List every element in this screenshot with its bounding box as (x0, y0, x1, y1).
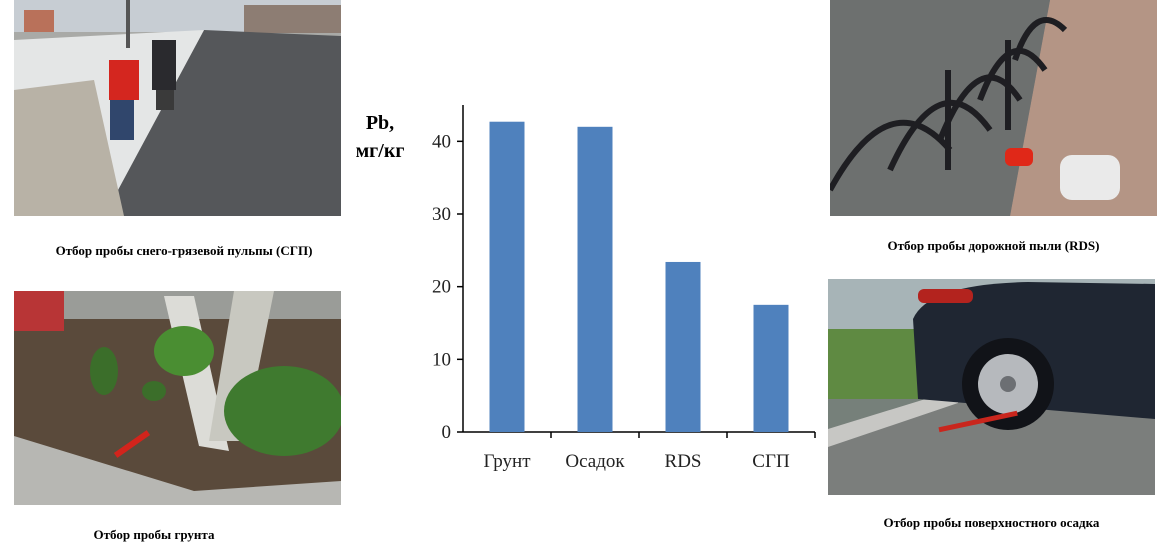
y-tick-label: 30 (432, 204, 451, 225)
y-tick-label: 20 (432, 277, 451, 298)
caption-soil: Отбор пробы грунта (93, 527, 215, 542)
caption-slush: Отбор пробы снего-грязевой пульпы (СГП) (55, 243, 313, 258)
x-tick-label: СГП (752, 451, 790, 472)
caption-sediment: Отбор пробы поверхностного осадка (883, 515, 1100, 530)
photo-tree-soil-bed (14, 291, 341, 505)
photo-fence-road-dust (830, 0, 1157, 216)
caption-road-dust: Отбор пробы дорожной пыли (RDS) (887, 238, 1100, 253)
photo-car-curb-sediment (828, 279, 1155, 495)
bar-3 (753, 304, 789, 432)
y-tick-label: 0 (442, 422, 452, 443)
x-tick-label: Грунт (483, 451, 531, 472)
x-tick-label: Осадок (565, 451, 625, 472)
bar-2 (665, 261, 701, 432)
y-axis-label-line1: Pb, (366, 112, 394, 134)
photo-snow-street-sampling (14, 0, 341, 216)
bar-1 (577, 126, 613, 433)
y-tick-label: 10 (432, 349, 451, 370)
y-axis-label-line2: мг/кг (356, 140, 405, 162)
y-tick-label: 40 (432, 131, 451, 152)
x-tick-label: RDS (665, 451, 702, 472)
bar-chart: Pb, мг/кг 0 10 20 30 40 Грунт Осадок RDS СГП (356, 105, 816, 472)
bar-0 (489, 121, 525, 433)
